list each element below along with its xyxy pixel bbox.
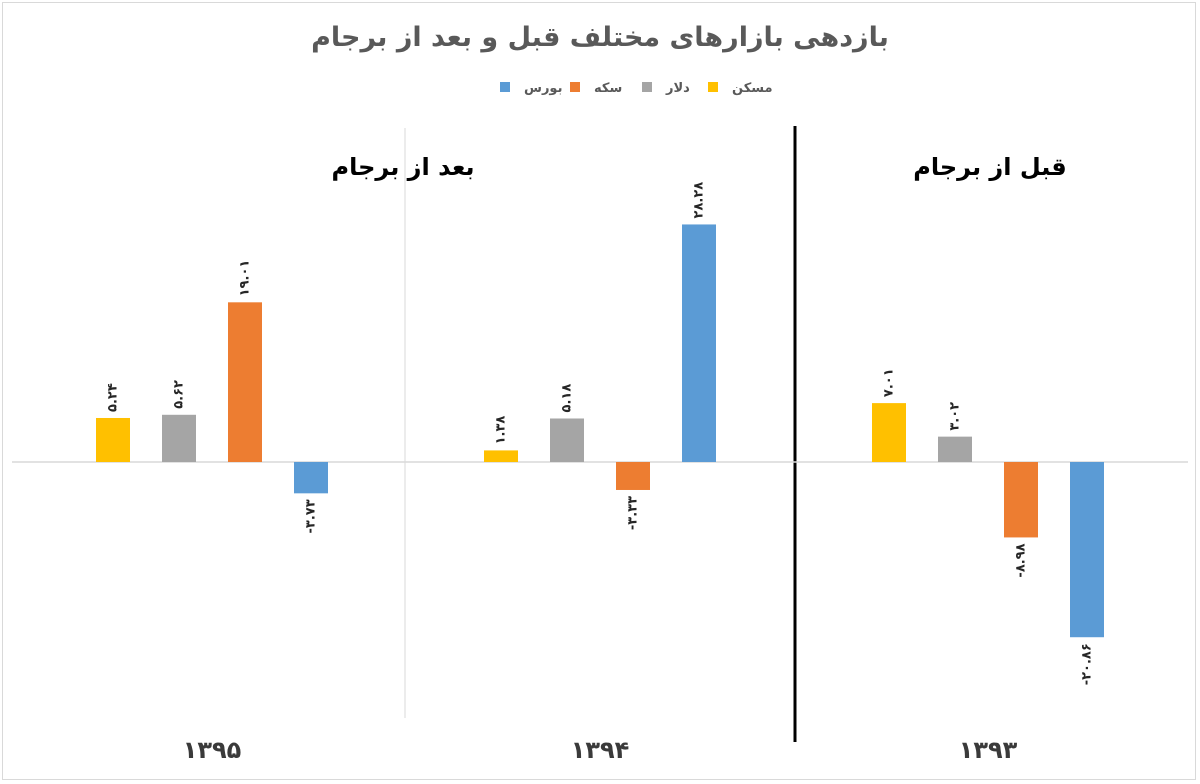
- data-label: -۳.۷۳: [304, 499, 319, 533]
- legend-swatch: [642, 82, 652, 92]
- legend-label: دلار: [665, 81, 690, 96]
- bar: [682, 224, 716, 462]
- data-label: ۲۸.۲۸: [692, 182, 707, 219]
- data-label: -۸.۹۸: [1014, 543, 1029, 577]
- legend-swatch: [500, 82, 510, 92]
- bar: [938, 436, 972, 462]
- bar: [616, 462, 650, 490]
- category-label: ۱۳۹۴: [571, 736, 630, 764]
- bar: [96, 417, 130, 462]
- bar: [872, 403, 906, 462]
- bar: [1070, 462, 1104, 638]
- data-label: ۷.۰۱: [882, 368, 897, 397]
- chart-title: بازدهی بازارهای مختلف قبل و بعد از برجام: [311, 22, 889, 53]
- category-label: ۱۳۹۵: [183, 736, 242, 764]
- data-label: ۳.۰۲: [948, 402, 963, 431]
- legend-swatch: [570, 82, 580, 92]
- data-label: -۳.۳۳: [626, 496, 641, 530]
- before-jcpoa-label: قبل از برجام: [913, 153, 1067, 181]
- bar: [162, 414, 196, 462]
- legend: مسکن دلار سکه بورس: [500, 81, 773, 96]
- legend-label: بورس: [524, 81, 562, 96]
- bar: [228, 302, 262, 462]
- bar: [550, 418, 584, 462]
- bar: [484, 450, 518, 462]
- after-jcpoa-label: بعد از برجام: [331, 153, 474, 181]
- legend-label: سکه: [594, 81, 622, 96]
- data-label: -۲۰.۸۶: [1080, 643, 1095, 685]
- data-label: ۵.۶۲: [172, 380, 187, 409]
- bar: [1004, 462, 1038, 538]
- legend-swatch: [708, 82, 718, 92]
- data-label: ۱۹.۰۱: [238, 260, 253, 297]
- bar: [294, 462, 328, 494]
- category-labels: ۱۳۹۳ ۱۳۹۴ ۱۳۹۵: [183, 736, 1018, 764]
- data-label: ۱.۳۸: [494, 416, 509, 445]
- bars-layer: ۷.۰۱ ۳.۰۲ -۸.۹۸ -۲۰.۸۶ ۱.۳۸ ۵.۱۸ -۳.۳۳ ۲۸.۲۸ ۵.۲…: [96, 182, 1104, 685]
- data-label: ۵.۲۴: [106, 383, 121, 412]
- legend-label: مسکن: [732, 81, 773, 96]
- category-label: ۱۳۹۳: [959, 736, 1018, 764]
- data-label: ۵.۱۸: [560, 384, 575, 413]
